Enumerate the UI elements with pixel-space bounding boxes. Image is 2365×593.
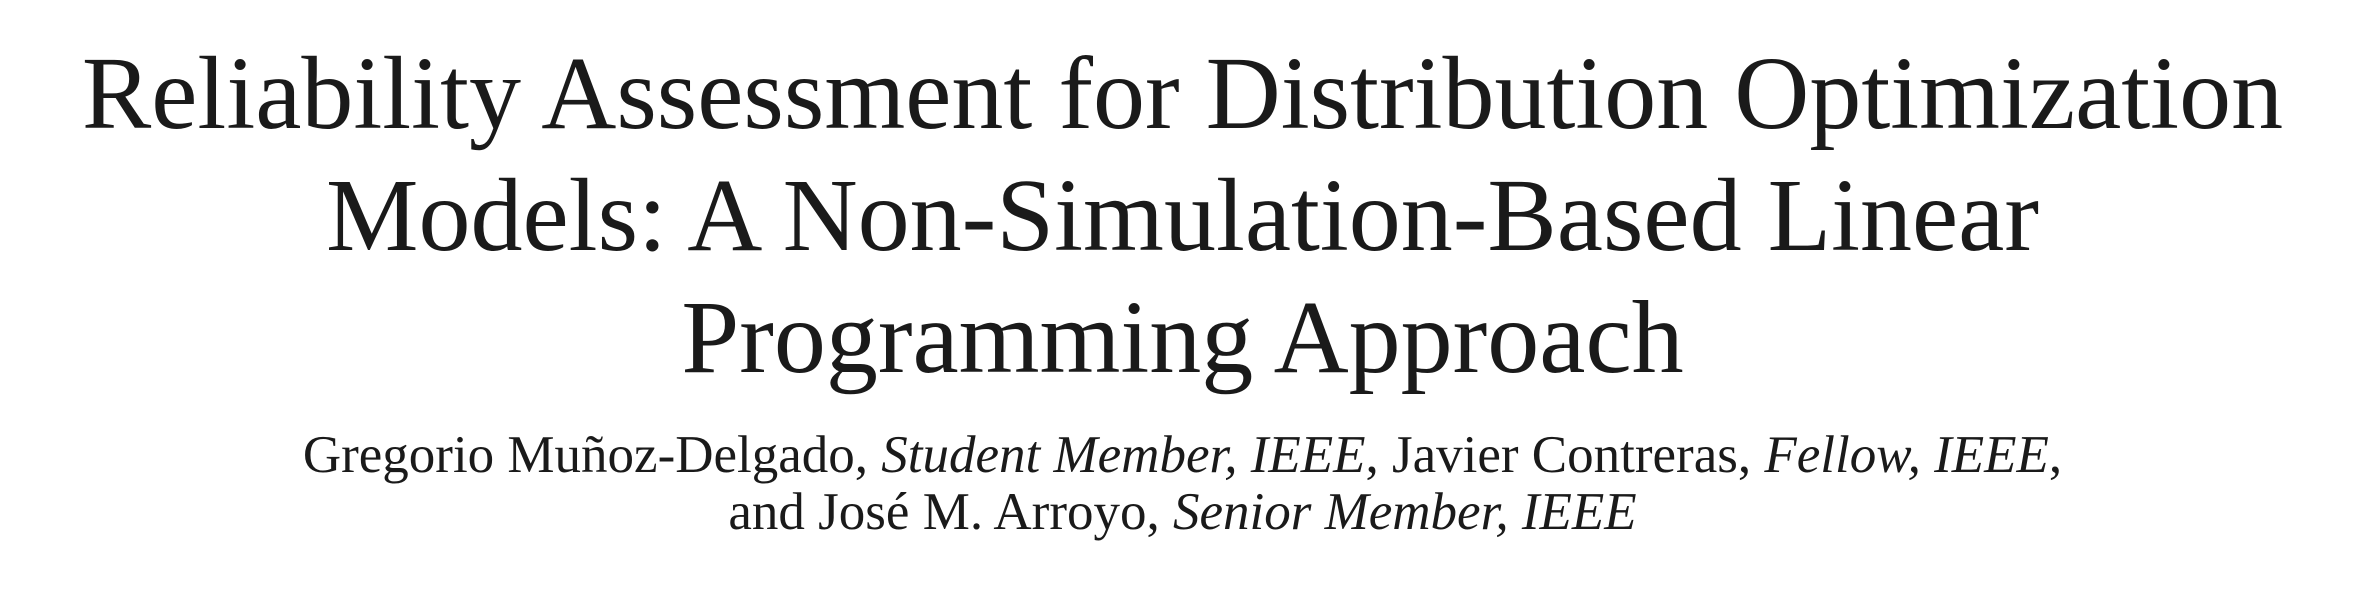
paper-title-line-3: Programming Approach	[681, 280, 1684, 395]
paper-title-line-2: Models: A Non-Simulation-Based Linear	[326, 158, 2039, 273]
author-membership-3: Senior Member, IEEE	[1172, 483, 1637, 541]
paper-title: Reliability Assessment for Distribution …	[0, 33, 2365, 399]
author-list: Gregorio Muñoz-Delgado, Student Member, …	[0, 427, 2365, 541]
author-name-2: , Javier Contreras,	[1365, 426, 1765, 484]
paper-title-line-1: Reliability Assessment for Distribution …	[81, 36, 2284, 151]
author-name-3: and José M. Arroyo,	[728, 483, 1173, 541]
author-line-1: Gregorio Muñoz-Delgado, Student Member, …	[0, 427, 2365, 484]
author-line-2: and José M. Arroyo, Senior Member, IEEE	[0, 484, 2365, 541]
author-name-1: Gregorio Muñoz-Delgado,	[302, 426, 882, 484]
author-membership-1: Student Member, IEEE	[881, 426, 1366, 484]
author-line-1-trailing-comma: ,	[2048, 426, 2063, 484]
author-membership-2: Fellow, IEEE	[1764, 426, 2049, 484]
